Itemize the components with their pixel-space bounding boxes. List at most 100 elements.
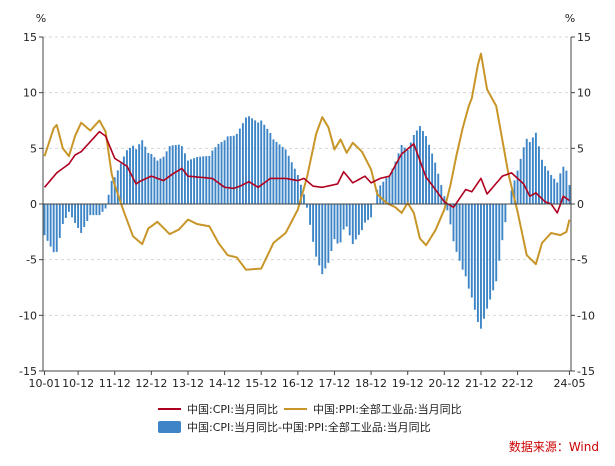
y-tick-label-right: 5 bbox=[577, 142, 584, 155]
diff-bar bbox=[339, 204, 342, 243]
diff-bar bbox=[440, 185, 443, 204]
diff-bar bbox=[141, 140, 144, 204]
diff-bar bbox=[263, 124, 266, 204]
diff-bar bbox=[55, 204, 58, 252]
y-tick-label-right: -5 bbox=[577, 254, 588, 267]
diff-bar bbox=[248, 116, 250, 204]
diff-bar bbox=[528, 141, 531, 204]
diff-bar bbox=[379, 185, 382, 204]
diff-bar bbox=[428, 144, 431, 204]
diff-bar bbox=[214, 147, 217, 204]
x-tick-label: 16-12 bbox=[282, 377, 314, 390]
diff-bar bbox=[226, 136, 229, 204]
diff-bar bbox=[464, 204, 467, 277]
legend: 中国:CPI:当月同比 中国:PPI:全部工业品:当月同比 中国:CPI:当月同… bbox=[158, 402, 462, 434]
y-tick-label-right: 10 bbox=[577, 87, 591, 100]
diff-bar bbox=[223, 140, 226, 204]
diff-bar bbox=[336, 204, 339, 244]
diff-bar bbox=[260, 120, 263, 204]
diff-bar bbox=[446, 204, 449, 211]
diff-bar bbox=[180, 146, 183, 204]
diff-bar bbox=[202, 156, 205, 204]
diff-bar bbox=[391, 168, 394, 204]
diff-bar bbox=[486, 204, 489, 309]
diff-bar bbox=[232, 135, 235, 204]
ppi-line bbox=[43, 52, 571, 271]
diff-bar bbox=[269, 132, 272, 204]
diff-bar bbox=[556, 182, 559, 204]
x-tick-label: 15-12 bbox=[245, 377, 277, 390]
diff-bar bbox=[49, 204, 52, 247]
diff-bar bbox=[559, 173, 562, 204]
diff-bar bbox=[193, 158, 196, 204]
diff-bar bbox=[431, 153, 434, 204]
diff-bar bbox=[351, 204, 354, 245]
diff-bar bbox=[251, 118, 254, 204]
legend-label-cpi: 中国:CPI:当月同比 bbox=[187, 402, 278, 416]
diff-bar bbox=[547, 170, 550, 204]
diff-bar bbox=[144, 146, 147, 204]
legend-label-ppi: 中国:PPI:全部工业品:当月同比 bbox=[313, 402, 462, 416]
diff-bar bbox=[522, 147, 525, 204]
diff-bar bbox=[199, 156, 202, 204]
diff-bar bbox=[480, 204, 482, 329]
y-tick-label-left: 15 bbox=[23, 31, 37, 44]
diff-bar bbox=[354, 204, 357, 240]
y-tick-label-left: -5 bbox=[26, 254, 37, 267]
diff-bar bbox=[95, 204, 98, 216]
diff-bar bbox=[183, 153, 186, 204]
axes bbox=[39, 36, 575, 375]
diff-bar bbox=[113, 177, 116, 204]
diff-bar bbox=[409, 142, 412, 204]
diff-bar bbox=[553, 178, 556, 204]
diff-bar bbox=[455, 204, 458, 252]
diff-bar bbox=[83, 204, 86, 228]
diff-bar bbox=[504, 204, 507, 223]
y-left-unit: % bbox=[36, 12, 46, 25]
diff-bar bbox=[550, 175, 553, 204]
diff-bar bbox=[434, 162, 437, 204]
diff-bar bbox=[116, 170, 119, 204]
diff-bar bbox=[290, 162, 293, 204]
legend-label-diff: 中国:CPI:当月同比-中国:PPI:全部工业品:当月同比 bbox=[187, 420, 431, 434]
diff-bar bbox=[376, 189, 379, 204]
diff-bar bbox=[315, 204, 318, 257]
diff-bar bbox=[110, 180, 113, 204]
diff-bar bbox=[510, 190, 513, 204]
diff-bar bbox=[299, 184, 302, 204]
diff-bar bbox=[370, 204, 373, 218]
diff-bar bbox=[208, 155, 211, 204]
diff-bar bbox=[190, 159, 192, 204]
source-note: 数据来源：Wind bbox=[509, 439, 599, 454]
diff-bar bbox=[498, 204, 501, 261]
diff-bar bbox=[525, 138, 528, 204]
diff-bar bbox=[296, 175, 299, 204]
diff-bar bbox=[531, 137, 534, 204]
diff-bar bbox=[254, 120, 257, 204]
diff-bar bbox=[174, 144, 177, 204]
diff-bar bbox=[80, 204, 83, 233]
legend-swatch-diff bbox=[158, 421, 181, 433]
diff-bar bbox=[364, 204, 366, 223]
diff-bar bbox=[418, 126, 421, 204]
diff-bar bbox=[562, 166, 565, 204]
diff-bar bbox=[394, 161, 397, 204]
y-tick-label-right: 15 bbox=[577, 31, 591, 44]
y-tick-label-right: -10 bbox=[577, 309, 595, 322]
diff-bar bbox=[86, 204, 89, 222]
diff-bar bbox=[257, 122, 260, 204]
diff-bar bbox=[467, 204, 470, 289]
x-tick-label: 17-12 bbox=[318, 377, 350, 390]
diff-bar bbox=[452, 204, 455, 242]
diff-bar bbox=[217, 143, 220, 204]
diff-bar bbox=[516, 170, 519, 204]
diff-bar bbox=[156, 160, 159, 204]
diff-bar bbox=[321, 204, 324, 275]
diff-bar bbox=[476, 204, 479, 323]
diff-bar bbox=[357, 204, 360, 235]
diff-bar bbox=[52, 204, 55, 253]
diff-bar bbox=[272, 139, 275, 204]
diff-bar bbox=[159, 158, 162, 204]
diff-bar bbox=[177, 144, 180, 204]
diff-bar bbox=[501, 204, 504, 241]
